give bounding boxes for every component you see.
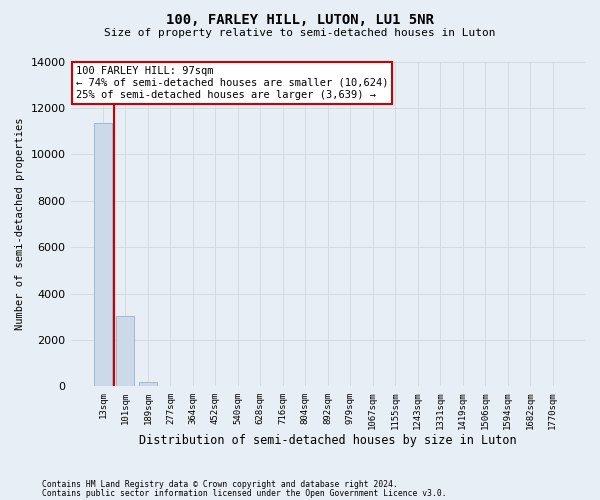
Bar bbox=[139, 382, 157, 386]
Text: Size of property relative to semi-detached houses in Luton: Size of property relative to semi-detach… bbox=[104, 28, 496, 38]
Text: 100 FARLEY HILL: 97sqm
← 74% of semi-detached houses are smaller (10,624)
25% of: 100 FARLEY HILL: 97sqm ← 74% of semi-det… bbox=[76, 66, 388, 100]
Text: Contains public sector information licensed under the Open Government Licence v3: Contains public sector information licen… bbox=[42, 489, 446, 498]
Bar bbox=[94, 123, 112, 386]
Y-axis label: Number of semi-detached properties: Number of semi-detached properties bbox=[15, 118, 25, 330]
Text: 100, FARLEY HILL, LUTON, LU1 5NR: 100, FARLEY HILL, LUTON, LU1 5NR bbox=[166, 12, 434, 26]
Bar bbox=[116, 316, 134, 386]
Text: Contains HM Land Registry data © Crown copyright and database right 2024.: Contains HM Land Registry data © Crown c… bbox=[42, 480, 398, 489]
X-axis label: Distribution of semi-detached houses by size in Luton: Distribution of semi-detached houses by … bbox=[139, 434, 517, 448]
